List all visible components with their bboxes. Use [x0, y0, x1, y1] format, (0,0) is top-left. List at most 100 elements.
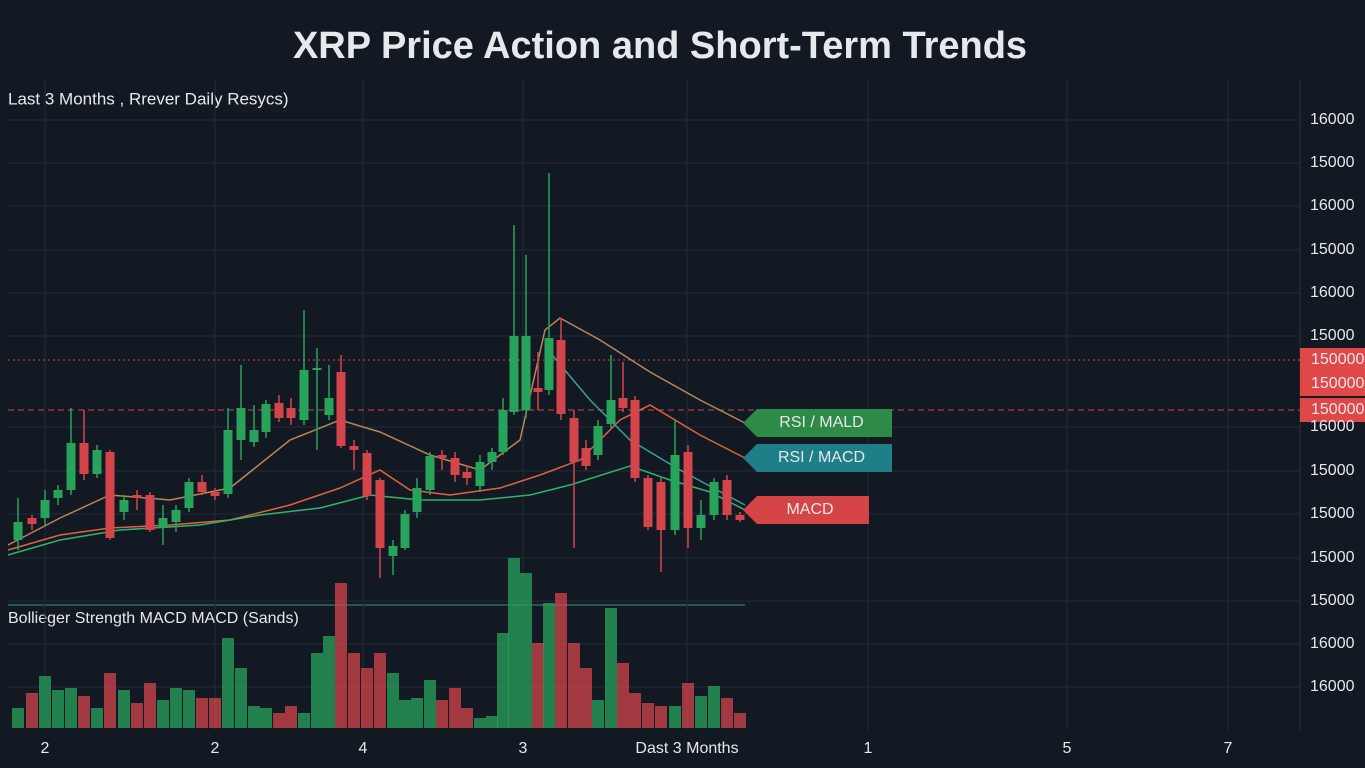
line-tag — [743, 444, 892, 472]
volume-bar — [734, 713, 746, 728]
candle-body — [450, 458, 460, 475]
volume-bar — [273, 713, 285, 728]
candle-body — [299, 370, 309, 420]
price-tag — [1300, 372, 1365, 396]
x-tick-label: 7 — [1224, 740, 1233, 757]
volume-bar — [617, 663, 629, 728]
volume-bar — [118, 690, 130, 728]
candle-body — [210, 492, 220, 496]
candle-body — [286, 408, 296, 418]
line-tag — [743, 409, 892, 437]
volume-bar — [474, 718, 486, 728]
candle-body — [13, 522, 23, 540]
volume-bar — [721, 698, 733, 728]
volume-bar — [222, 638, 234, 728]
candle-body — [274, 403, 284, 418]
volume-bar — [629, 693, 641, 728]
candles — [13, 173, 745, 578]
volume — [12, 558, 746, 728]
y-tick-label: 15000 — [1310, 549, 1355, 566]
volume-bar — [568, 643, 580, 728]
candle-body — [722, 480, 732, 515]
x-tick-label: 1 — [864, 740, 873, 757]
y-tick-label: 15000 — [1310, 592, 1355, 609]
volume-bar — [26, 693, 38, 728]
volume-bar — [311, 653, 323, 728]
subtitle: Last 3 Months , Rrever Daily Resycs) — [8, 89, 289, 108]
x-tick-label: 5 — [1063, 740, 1072, 757]
candle-body — [158, 518, 168, 528]
volume-bar — [399, 700, 411, 728]
price-tag — [1300, 398, 1365, 422]
line-tag — [743, 496, 869, 524]
volume-bar — [196, 698, 208, 728]
volume-bar — [508, 558, 520, 728]
volume-bar — [209, 698, 221, 728]
price-tag-label: 150000 — [1311, 375, 1364, 392]
y-tick-label: 16000 — [1310, 635, 1355, 652]
candle-body — [236, 408, 246, 440]
volume-bar — [532, 643, 544, 728]
volume-bar — [555, 593, 567, 728]
candle-body — [683, 452, 693, 528]
candle-body — [498, 410, 508, 452]
volume-bar — [323, 636, 335, 728]
candle-body — [388, 546, 398, 556]
volume-bar — [335, 583, 347, 728]
volume-bar — [449, 688, 461, 728]
volume-bar — [183, 690, 195, 728]
volume-bar — [170, 688, 182, 728]
volume-label: Bollieger Strength MACD MACD (Sands) — [8, 610, 299, 627]
candle-body — [696, 515, 706, 528]
line-tag-label: RSI / MALD — [779, 414, 863, 431]
candle-body — [643, 478, 653, 527]
volume-bar — [411, 698, 423, 728]
volume-bar — [543, 603, 555, 728]
candle-body — [581, 448, 591, 466]
candle-body — [119, 500, 129, 512]
y-tick-label: 15000 — [1310, 241, 1355, 258]
candle-body — [375, 480, 385, 548]
candle-body — [544, 338, 554, 390]
volume-bar — [157, 700, 169, 728]
volume-bar — [461, 708, 473, 728]
candle-body — [425, 456, 435, 490]
candle-body — [53, 490, 63, 498]
candle-body — [509, 336, 519, 412]
candle-body — [709, 482, 719, 515]
candle-body — [521, 336, 531, 410]
x-tick-label: Dast 3 Months — [635, 740, 738, 757]
candle-body — [40, 500, 50, 518]
volume-bar — [78, 696, 90, 728]
volume-bar — [104, 673, 116, 728]
candle-body — [569, 418, 579, 462]
price-tag-label: 150000 — [1311, 401, 1364, 418]
y-tick-label: 16000 — [1310, 284, 1355, 301]
candle-body — [79, 443, 89, 474]
candle-body — [475, 462, 485, 486]
candle-body — [735, 515, 745, 520]
volume-bar — [235, 668, 247, 728]
candle-body — [630, 400, 640, 478]
volume-bar — [39, 676, 51, 728]
x-tick-label: 2 — [211, 740, 220, 757]
candle-body — [105, 452, 115, 538]
candle-body — [184, 482, 194, 508]
y-tick-label: 15000 — [1310, 462, 1355, 479]
volume-bar — [436, 700, 448, 728]
volume-bar — [669, 706, 681, 728]
candle-body — [261, 404, 271, 432]
candle-body — [670, 455, 680, 530]
volume-bar — [131, 703, 143, 728]
y-tick-label: 15000 — [1310, 327, 1355, 344]
candle-body — [533, 388, 543, 392]
candle-body — [249, 430, 259, 442]
candle-body — [312, 368, 322, 370]
candle-body — [324, 398, 334, 415]
candle-body — [656, 482, 666, 530]
volume-bar — [52, 690, 64, 728]
price-tag-label: 150000 — [1311, 351, 1364, 368]
candle-body — [556, 340, 566, 414]
volume-bar — [682, 683, 694, 728]
